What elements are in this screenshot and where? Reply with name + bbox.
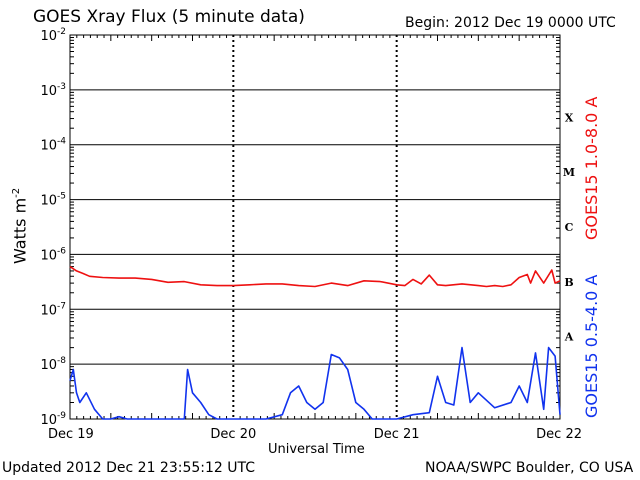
x-tick-label: Dec 21: [374, 427, 420, 442]
updated-timestamp: Updated 2012 Dec 21 23:55:12 UTC: [2, 460, 256, 476]
y-tick-base: 10: [40, 29, 57, 44]
y-tick-label: 10-2: [40, 27, 66, 44]
series-line-long: [69, 265, 561, 288]
flare-class-label: M: [563, 166, 575, 179]
y-tick-base: 10: [40, 248, 57, 263]
flare-class-label: C: [565, 221, 574, 234]
y-tick-base: 10: [40, 139, 57, 154]
x-tick-label: Dec 20: [210, 427, 256, 442]
y-tick-label: 10-3: [40, 82, 66, 99]
plot-frame: [69, 34, 561, 420]
flare-class-label: X: [565, 111, 574, 124]
y-tick-exponent: -5: [57, 192, 66, 202]
y-tick-exponent: -2: [57, 27, 66, 37]
y-tick-exponent: -8: [57, 356, 66, 366]
flare-class-label: A: [564, 331, 574, 344]
x-tick-label: Dec 22: [536, 427, 582, 442]
x-tick-label: Dec 19: [48, 427, 94, 442]
series-line-short: [69, 346, 561, 420]
y-tick-exponent: -9: [57, 411, 66, 421]
x-axis-title: Universal Time: [268, 442, 365, 457]
y-tick-exponent: -6: [57, 246, 66, 256]
y-tick-base: 10: [40, 84, 57, 99]
credit-label: NOAA/SWPC Boulder, CO USA: [425, 460, 634, 476]
y-tick-exponent: -3: [57, 82, 66, 92]
y-tick-exponent: -7: [57, 301, 66, 311]
y-tick-base: 10: [40, 303, 57, 318]
begin-time-label: Begin: 2012 Dec 19 0000 UTC: [405, 15, 616, 31]
y-tick-label: 10-7: [40, 301, 66, 318]
chart-title: GOES Xray Flux (5 minute data): [33, 7, 305, 27]
y-tick-base: 10: [40, 358, 57, 373]
y-tick-label: 10-9: [40, 411, 66, 428]
y-tick-base: 10: [40, 413, 57, 428]
y-tick-label: 10-5: [40, 192, 66, 209]
flare-class-label: B: [564, 276, 573, 289]
y-tick-label: 10-6: [40, 246, 66, 263]
y-tick-label: 10-8: [40, 356, 66, 373]
y-tick-exponent: -4: [57, 137, 66, 147]
y-tick-label: 10-4: [40, 137, 66, 154]
y-tick-base: 10: [40, 194, 57, 209]
